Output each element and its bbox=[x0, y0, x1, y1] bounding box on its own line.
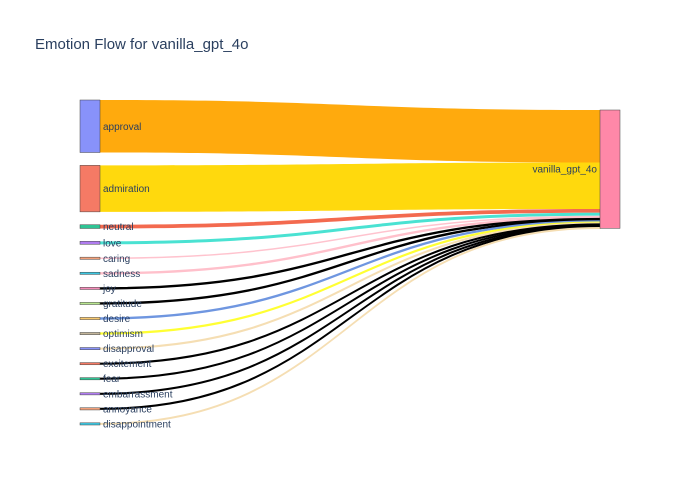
node-disapproval[interactable] bbox=[79, 347, 101, 350]
node-label-fear: fear bbox=[103, 374, 121, 385]
node-label-admiration: admiration bbox=[103, 184, 150, 195]
node-desire[interactable] bbox=[79, 317, 101, 320]
node-label-vanilla-gpt-4o: vanilla_gpt_4o bbox=[533, 165, 598, 176]
node-label-annoyance: annoyance bbox=[103, 404, 152, 415]
node-sadness[interactable] bbox=[79, 271, 101, 275]
node-optimism[interactable] bbox=[79, 332, 101, 335]
links-layer bbox=[99, 100, 601, 425]
node-label-love: love bbox=[103, 238, 122, 249]
node-love[interactable] bbox=[79, 241, 101, 245]
node-excitement[interactable] bbox=[79, 362, 101, 366]
node-embarrassment[interactable] bbox=[79, 392, 101, 396]
node-joy[interactable] bbox=[79, 287, 101, 290]
labels-layer: approval admiration neutral love caring sadne… bbox=[102, 122, 597, 431]
node-label-sadness: sadness bbox=[103, 269, 140, 280]
link-love[interactable] bbox=[100, 212, 600, 245]
node-label-disappointment: disappointment bbox=[103, 419, 171, 430]
node-admiration[interactable] bbox=[79, 165, 101, 213]
node-label-joy: joy bbox=[102, 284, 116, 295]
link-admiration[interactable] bbox=[100, 162, 600, 212]
node-label-approval: approval bbox=[103, 122, 141, 133]
link-embarrassment[interactable] bbox=[99, 225, 601, 395]
node-caring[interactable] bbox=[79, 256, 101, 260]
node-neutral[interactable] bbox=[79, 224, 101, 229]
node-label-caring: caring bbox=[103, 254, 130, 265]
node-gratitude[interactable] bbox=[79, 302, 101, 305]
node-annoyance[interactable] bbox=[79, 407, 101, 411]
link-fear[interactable] bbox=[99, 224, 601, 380]
node-disappointment[interactable] bbox=[79, 422, 101, 426]
node-label-embarrassment: embarrassment bbox=[103, 389, 173, 400]
node-label-excitement: excitement bbox=[103, 359, 152, 370]
chart-title: Emotion Flow for vanilla_gpt_4o bbox=[35, 36, 249, 53]
nodes-layer bbox=[79, 99, 621, 426]
node-fear[interactable] bbox=[79, 377, 101, 381]
node-label-optimism: optimism bbox=[103, 329, 143, 340]
link-approval[interactable] bbox=[100, 100, 600, 163]
node-label-disapproval: disapproval bbox=[103, 344, 154, 355]
link-neutral[interactable] bbox=[100, 209, 600, 229]
node-label-gratitude: gratitude bbox=[103, 299, 142, 310]
node-label-desire: desire bbox=[103, 314, 131, 325]
node-approval[interactable] bbox=[79, 99, 101, 153]
node-label-neutral: neutral bbox=[103, 222, 134, 233]
node-vanilla-gpt-4o[interactable] bbox=[599, 109, 621, 229]
link-caring[interactable] bbox=[100, 215, 600, 260]
